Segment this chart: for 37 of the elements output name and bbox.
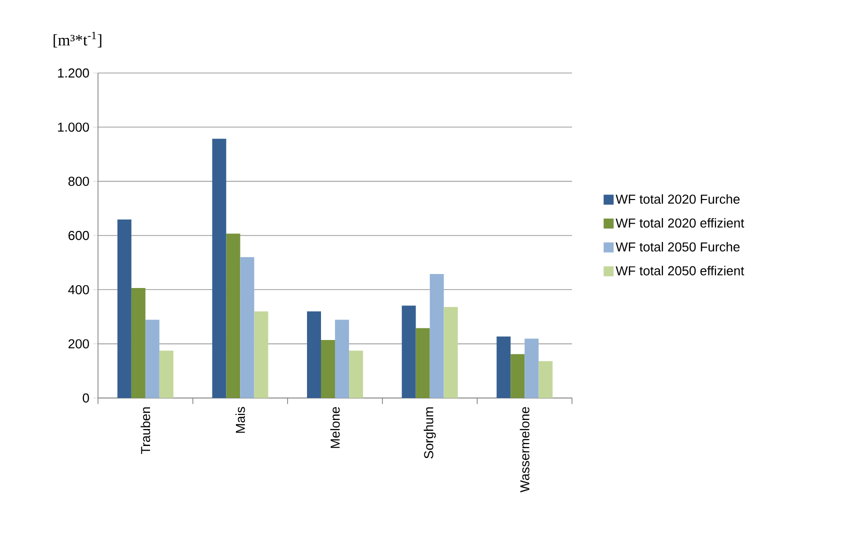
bar [538,361,553,398]
x-tick-label: Sorghum [424,407,436,458]
bar [416,328,430,398]
bar [321,340,336,398]
bar [430,274,444,398]
bar [524,338,539,398]
bar [510,354,525,398]
legend-label: WF total 2020 Furche [616,194,740,204]
bar [240,257,254,398]
y-axis-title: [m³*t$^{-1}$] [54,32,102,48]
bar [444,306,458,398]
bar [117,220,132,398]
y-tick-label: 800 [68,176,89,186]
x-tick-label: Trauben [140,407,150,454]
bar [307,311,322,398]
bar [159,350,174,398]
x-tick-label: Wassermelone [520,407,530,492]
bar [145,320,160,398]
bar [131,288,146,398]
bar [226,234,240,398]
y-tick-label: 1.000 [58,122,89,132]
x-tick-label: Melone [330,407,340,448]
y-tick-label: 1.200 [58,68,89,78]
bar [349,350,364,398]
bar [335,320,350,398]
bar [254,311,268,398]
bar [212,138,226,398]
y-tick-label: 400 [68,285,89,294]
y-tick-label: 200 [68,339,89,348]
legend-label: WF total 2050 effizient [616,266,744,276]
y-tick-label: 0 [82,393,89,403]
bar [496,336,511,398]
legend-label: WF total 2020 effizient [616,218,744,228]
bar [402,306,416,398]
y-tick-label: 600 [68,230,89,240]
x-tick-label: Mais [235,406,245,433]
legend-label: WF total 2050 Furche [616,242,740,252]
